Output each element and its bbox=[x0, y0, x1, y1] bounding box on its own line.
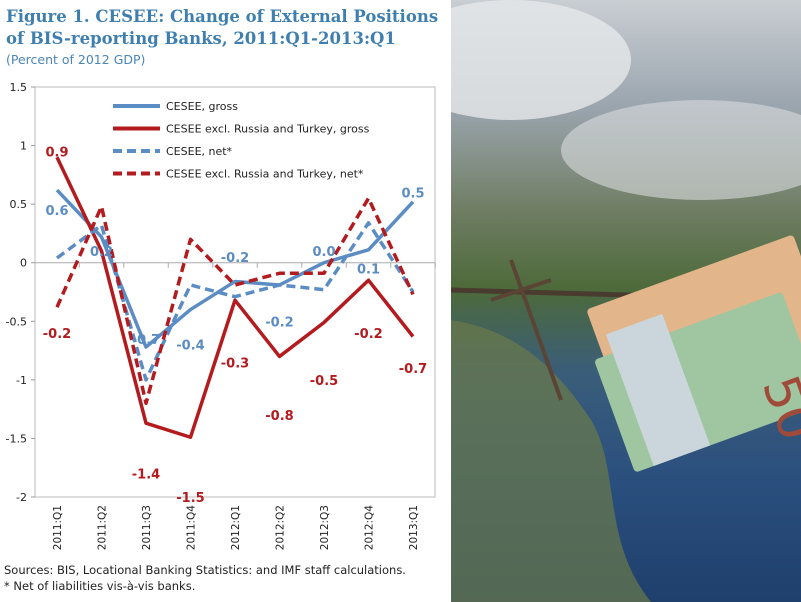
euro-banknotes-barbed-wire-photo: 50 bbox=[451, 0, 801, 602]
legend-label: CESEE excl. Russia and Turkey, net* bbox=[166, 168, 364, 181]
sources-note: Sources: BIS, Locational Banking Statist… bbox=[4, 563, 406, 577]
data-label: -1.5 bbox=[176, 491, 204, 506]
data-label: -0.2 bbox=[354, 327, 382, 342]
x-tick-label: 2011:Q2 bbox=[97, 505, 109, 550]
data-label: 0.0 bbox=[312, 245, 335, 260]
footnote: * Net of liabilities vis-à-vis banks. bbox=[4, 579, 196, 593]
x-tick-label: 2011:Q1 bbox=[52, 505, 64, 550]
data-label: 0.6 bbox=[45, 204, 68, 219]
x-tick-label: 2012:Q2 bbox=[275, 505, 287, 550]
y-tick-label: -2 bbox=[16, 491, 27, 504]
chart-subtitle: (Percent of 2012 GDP) bbox=[6, 52, 146, 67]
line-chart: 1.5 1 0.5 0 -0.5 -1 -1.5 -2 2011:Q1 2011:Q2 2011:Q… bbox=[6, 81, 436, 551]
x-tick-label: 2012:Q4 bbox=[364, 505, 376, 551]
data-label: 0.9 bbox=[45, 145, 68, 160]
y-tick-label: 0 bbox=[20, 257, 27, 270]
legend-label: CESEE excl. Russia and Turkey, gross bbox=[166, 123, 370, 136]
x-tick-label: 2011:Q4 bbox=[186, 505, 198, 551]
plot-frame bbox=[34, 86, 436, 498]
x-tick-label: 2012:Q1 bbox=[230, 505, 242, 550]
x-tick-label: 2013:Q1 bbox=[408, 505, 420, 550]
data-label: -0.2 bbox=[221, 251, 249, 266]
y-tick-label: 1.5 bbox=[10, 81, 28, 94]
chart-title: Figure 1. CESEE: Change of External Posi… bbox=[6, 7, 439, 48]
y-tick-label: 1 bbox=[20, 140, 27, 153]
y-tick-label: 0.5 bbox=[10, 198, 28, 211]
data-label: 0.5 bbox=[401, 186, 424, 201]
photo-illustration: 50 bbox=[451, 0, 801, 602]
data-label: -0.8 bbox=[265, 409, 293, 424]
y-tick-label: -1.5 bbox=[6, 432, 27, 445]
y-tick-label: -1 bbox=[16, 374, 27, 387]
x-tick-label: 2012:Q3 bbox=[319, 505, 331, 550]
data-label: -0.2 bbox=[43, 327, 71, 342]
series-line-3 bbox=[55, 196, 415, 406]
data-label: -0.3 bbox=[221, 356, 249, 371]
data-label: -0.7 bbox=[132, 333, 160, 348]
y-tick-label: -0.5 bbox=[6, 315, 27, 328]
figure-panel: Figure 1. CESEE: Change of External Posi… bbox=[4, 7, 439, 593]
x-tick-label: 2011:Q3 bbox=[141, 505, 153, 550]
legend-label: CESEE, gross bbox=[166, 100, 238, 113]
data-label: -0.2 bbox=[265, 315, 293, 330]
data-label: -0.7 bbox=[399, 362, 427, 377]
data-label: -1.4 bbox=[132, 468, 160, 483]
data-label: -0.5 bbox=[310, 374, 338, 389]
data-label: 0.2 bbox=[90, 245, 113, 260]
legend-label: CESEE, net* bbox=[166, 145, 233, 158]
data-label: 0.1 bbox=[357, 263, 380, 278]
data-label: -0.4 bbox=[176, 339, 204, 354]
